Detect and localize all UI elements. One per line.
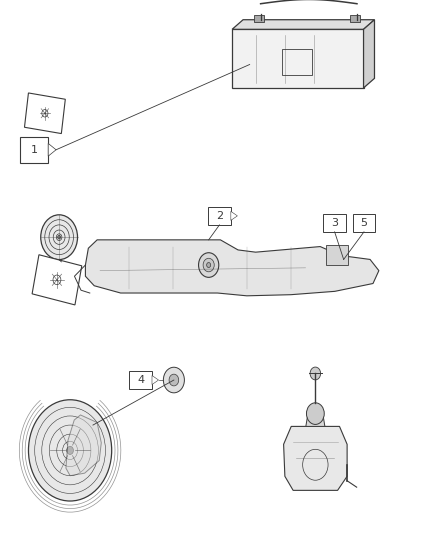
Text: 1: 1 — [31, 145, 37, 155]
Bar — [232, 29, 364, 88]
Circle shape — [53, 275, 61, 285]
Text: 2: 2 — [216, 211, 223, 221]
Circle shape — [67, 446, 74, 455]
Circle shape — [198, 253, 219, 277]
Bar — [129, 371, 152, 389]
Text: 4: 4 — [137, 375, 144, 385]
Bar — [323, 214, 346, 232]
Text: 3: 3 — [331, 218, 338, 228]
Bar — [353, 214, 375, 232]
Circle shape — [307, 403, 324, 424]
Bar — [254, 15, 264, 22]
Text: 5: 5 — [360, 218, 367, 228]
Polygon shape — [48, 143, 56, 156]
Polygon shape — [66, 415, 101, 475]
Bar — [25, 93, 65, 134]
Bar — [350, 15, 360, 22]
Circle shape — [203, 259, 214, 272]
Bar — [326, 245, 348, 265]
Circle shape — [310, 367, 321, 380]
Circle shape — [169, 374, 179, 386]
Circle shape — [207, 263, 211, 268]
Polygon shape — [283, 426, 347, 490]
Polygon shape — [85, 240, 379, 296]
Polygon shape — [232, 20, 374, 29]
Polygon shape — [152, 375, 159, 385]
Bar — [282, 49, 312, 75]
Polygon shape — [231, 212, 237, 221]
Circle shape — [41, 215, 78, 260]
Polygon shape — [364, 20, 374, 88]
Polygon shape — [306, 415, 325, 426]
Circle shape — [163, 367, 184, 393]
Circle shape — [28, 400, 112, 501]
Circle shape — [58, 236, 60, 239]
Bar — [20, 137, 48, 163]
Circle shape — [42, 110, 48, 117]
Bar — [208, 207, 231, 225]
Bar — [32, 255, 82, 305]
